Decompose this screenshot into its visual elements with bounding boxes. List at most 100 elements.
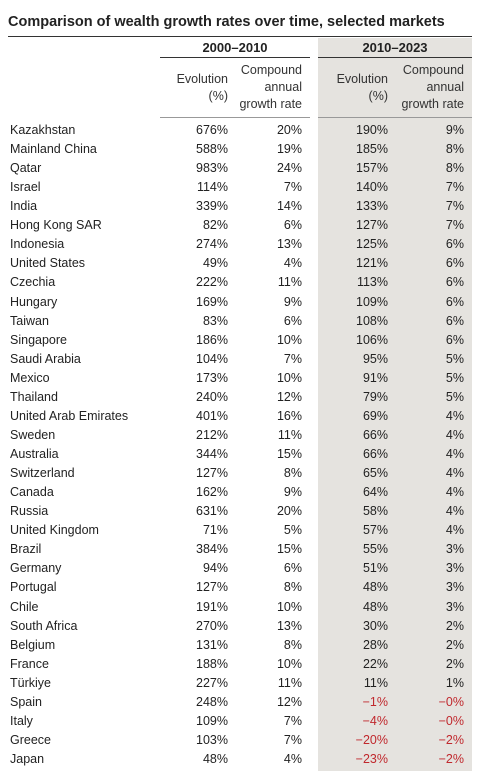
cell-value: 4% [283,751,302,766]
cell-value: 65% [362,466,388,481]
group-rule [318,57,472,58]
cell-value: 83% [202,313,228,328]
cell-value: 10% [276,332,302,347]
cell-value: 2% [445,618,464,633]
cell-value: 2% [445,656,464,671]
cell-value: 6% [445,313,464,328]
cell-value: 4% [445,485,464,500]
cell-value: 109% [196,713,228,728]
row-label: United Kingdom [10,523,99,538]
row-label: Czechia [10,275,56,290]
cell-value: 11% [277,675,302,690]
cell-value: 274% [196,237,228,252]
cell-value: 69% [362,408,388,423]
cell-value: 64% [362,485,388,500]
row-label: Israel [10,180,41,195]
cell-value: 104% [196,351,228,366]
column-header: Evolution (%) [336,72,388,103]
cell-value: 8% [283,580,302,595]
row-label: South Africa [10,618,78,633]
cell-value: −23% [355,751,388,766]
row-label: Switzerland [10,466,75,481]
cell-value: 4% [445,523,464,538]
cell-value: 222% [196,275,228,290]
cell-value: 7% [283,713,302,728]
header-rule [318,117,472,118]
row-label: Indonesia [10,237,65,252]
cell-value: 10% [276,656,302,671]
cell-value: 339% [196,199,228,214]
row-label: Germany [10,561,62,576]
row-label: Mexico [10,370,50,385]
cell-value: 6% [445,294,464,309]
cell-value: 1% [445,675,464,690]
row-label: United Arab Emirates [10,408,129,423]
cell-value: −20% [355,732,388,747]
row-label: Russia [10,504,49,519]
cell-value: 173% [196,370,228,385]
cell-value: 4% [445,466,464,481]
cell-value: 2% [445,637,464,652]
cell-value: 106% [356,332,388,347]
cell-value: 71% [202,523,228,538]
cell-value: 7% [445,180,464,195]
cell-value: 227% [196,675,228,690]
cell-value: 4% [445,408,464,423]
cell-value: 108% [356,313,388,328]
cell-value: 20% [276,504,302,519]
cell-value: 113% [356,275,388,290]
cell-value: 19% [276,142,302,157]
cell-value: 9% [445,123,464,137]
cell-value: 7% [283,732,302,747]
cell-value: 6% [283,218,302,233]
row-label: Hungary [10,294,58,309]
group-header: 2000–2010 [202,40,268,55]
cell-value: 5% [445,351,464,366]
cell-value: 6% [445,275,464,290]
cell-value: 82% [202,218,228,233]
cell-value: 95% [362,351,388,366]
cell-value: −2% [438,732,464,747]
cell-value: −2% [438,751,464,766]
column-header: Evolution (%) [176,72,228,103]
row-label: India [10,199,38,214]
row-label: Saudi Arabia [10,351,81,366]
cell-value: 49% [202,256,228,271]
cell-value: 157% [356,161,388,176]
column-header: Compound annual growth rate [239,63,302,111]
cell-value: 14% [276,199,302,214]
cell-value: 11% [277,427,302,442]
cell-value: 55% [362,542,388,557]
cell-value: 16% [276,408,302,423]
cell-value: 169% [196,294,228,309]
cell-value: 6% [445,256,464,271]
cell-value: 140% [356,180,388,195]
cell-value: 24% [276,161,302,176]
cell-value: 676% [196,123,228,137]
cell-value: 13% [276,237,302,252]
row-label: Qatar [10,161,42,176]
cell-value: 3% [445,580,464,595]
cell-value: 5% [445,389,464,404]
cell-value: 3% [445,561,464,576]
cell-value: 7% [445,199,464,214]
cell-value: 125% [356,237,388,252]
group-header: 2010–2023 [362,40,428,55]
cell-value: 190% [356,123,388,137]
cell-value: 5% [445,370,464,385]
cell-value: 66% [362,447,388,462]
cell-value: 15% [276,447,302,462]
cell-value: 13% [276,618,302,633]
cell-value: 20% [276,123,302,137]
cell-value: −0% [438,713,464,728]
cell-value: 3% [445,599,464,614]
row-label: Mainland China [10,142,97,157]
cell-value: 15% [276,542,302,557]
cell-value: 240% [196,389,228,404]
cell-value: 103% [196,732,228,747]
cell-value: 631% [196,504,228,519]
cell-value: 121% [356,256,388,271]
cell-value: 8% [445,142,464,157]
cell-value: 30% [362,618,388,633]
